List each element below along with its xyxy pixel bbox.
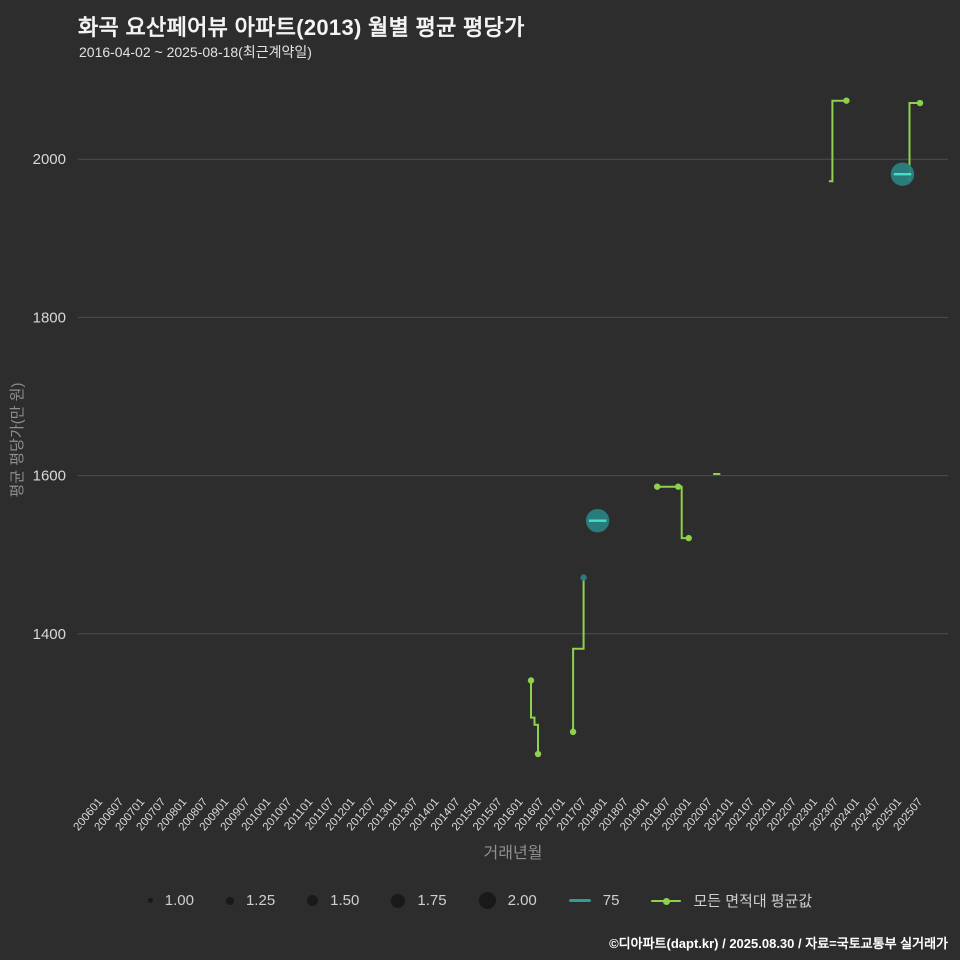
chart-subtitle: 2016-04-02 ~ 2025-08-18(최근계약일) (79, 44, 312, 60)
legend-size-label: 2.00 (507, 892, 537, 909)
chart-title: 화곡 요산페어뷰 아파트(2013) 월별 평균 평당가 (78, 15, 525, 40)
legend-size-label: 1.75 (417, 892, 447, 909)
legend-series-label: 모든 면적대 평균값 (693, 893, 813, 910)
y-tick-label: 1600 (33, 468, 66, 485)
legend-series-label: 75 (602, 892, 620, 909)
size-dot-icon (225, 896, 234, 905)
y-tick-label: 1400 (33, 626, 66, 643)
legend-series-item: 75 (568, 892, 620, 909)
avg-point-dot (569, 728, 577, 736)
legend-size-item: 2.00 (478, 892, 537, 909)
area75-bubble (580, 574, 587, 581)
green-line-icon (651, 896, 682, 906)
avg-point-dot (675, 483, 682, 490)
avg-point-dot (916, 99, 924, 107)
y-tick-label: 1800 (33, 309, 66, 326)
legend-size-item: 1.25 (225, 892, 276, 909)
y-axis-title: 평균 평당가(만 원) (9, 383, 26, 498)
x-axis-title: 거래년월 (484, 844, 543, 862)
size-dot-icon (478, 892, 496, 909)
series-line-avg (572, 577, 585, 732)
legend-size-item: 1.50 (307, 892, 359, 909)
series-line-avg (530, 680, 539, 754)
size-dot-icon (391, 893, 406, 908)
y-tick-label: 2000 (33, 151, 66, 168)
legend-series-item: 모든 면적대 평균값 (651, 890, 812, 911)
credit-line: ©디아파트(dapt.kr) / 2025.08.30 / 자료=국토교통부 실… (609, 936, 948, 951)
size-dot-icon (147, 898, 153, 903)
size-dot-icon (307, 895, 319, 906)
legend-size-item: 1.75 (391, 892, 447, 909)
teal-dash-icon (568, 899, 591, 902)
series-line-avg (657, 485, 689, 540)
legend-size-label: 1.25 (245, 892, 276, 909)
avg-point-dot (653, 483, 661, 490)
green-line-dot (663, 897, 671, 905)
avg-point-dot (534, 750, 542, 758)
avg-point-dot (685, 534, 692, 542)
legend-size-label: 1.00 (164, 892, 194, 909)
legend-size-label: 1.50 (330, 892, 360, 909)
avg-point-dot (843, 97, 850, 104)
series-line-avg (828, 99, 847, 183)
legend-size-item: 1.00 (147, 892, 194, 909)
price-chart: 1400160018002000200601200607200701200707… (9, 97, 948, 862)
avg-point-dot (527, 677, 535, 684)
legend: 1.00 1.25 1.50 1.75 2.00 75 모든 면적대 평균값 (0, 890, 960, 911)
